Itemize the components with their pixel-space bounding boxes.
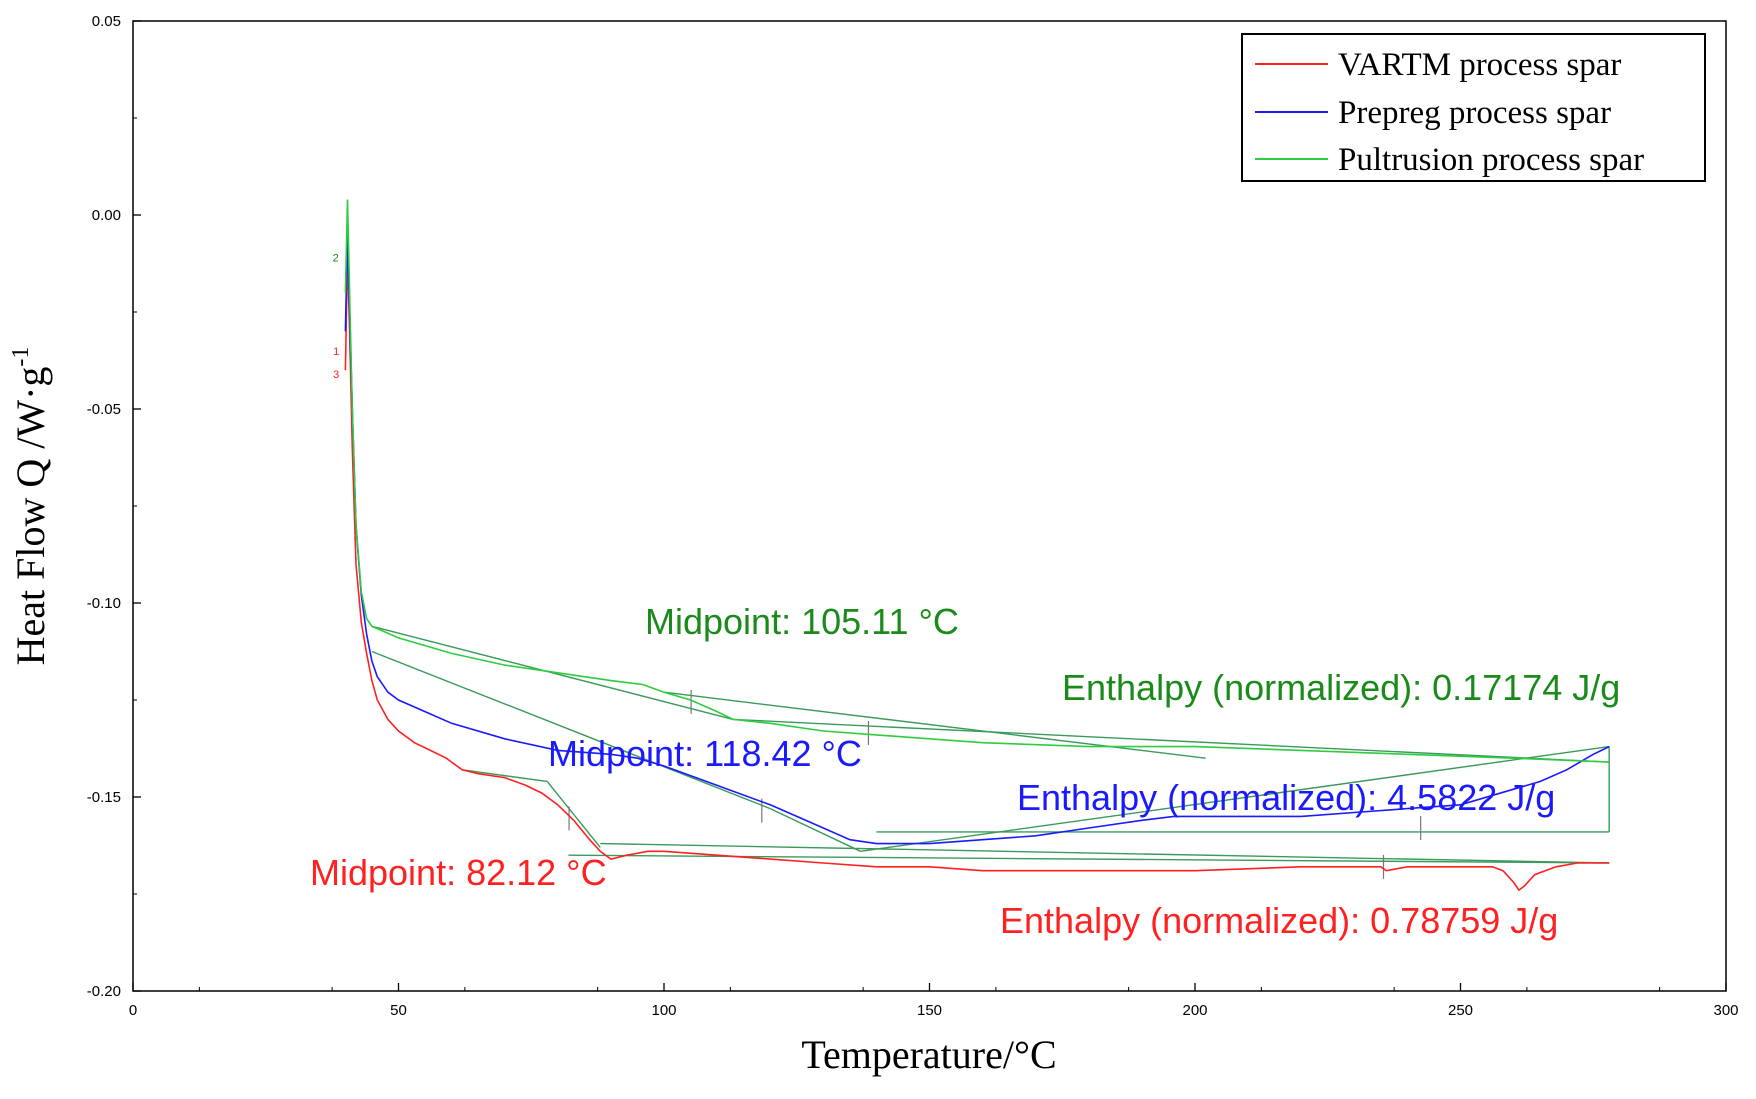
annotation-pultrusion-midpoint: Midpoint: 105.11 °C: [645, 601, 959, 642]
baseline-fit-line: [600, 842, 1610, 864]
curve-marker-label: 3: [333, 369, 339, 381]
y-tick-label: -0.15: [87, 789, 121, 806]
x-tick-label: 100: [651, 1002, 676, 1019]
y-axis: 0.05 0.00 -0.05 -0.10 -0.15 -0.20: [87, 13, 141, 1000]
series-line-prepreg: [344, 234, 1610, 845]
baseline-fit-line: [546, 781, 601, 848]
series-line-vartm: [344, 253, 1610, 892]
curve-marker-label: 2: [333, 253, 339, 265]
baseline-fit-lines: [371, 625, 1610, 879]
y-tick-label: 0.05: [92, 13, 121, 30]
baseline-fit-line: [769, 808, 861, 852]
curve-marker-label: 1: [333, 346, 339, 358]
annotation-labels: Midpoint: 105.11 °C Enthalpy (normalized…: [310, 601, 1620, 941]
x-tick-label: 300: [1713, 1002, 1738, 1019]
legend-box: [1241, 33, 1706, 182]
series-curves: [344, 199, 1610, 892]
y-axis-title: Heat Flow Q /W·g-1: [8, 347, 53, 666]
baseline-fit-line: [860, 745, 1610, 853]
annotation-prepreg-enthalpy: Enthalpy (normalized): 4.5822 J/g: [1017, 777, 1555, 818]
y-axis-title-main: Heat Flow Q /W·g: [8, 367, 53, 666]
y-tick-label: -0.05: [87, 401, 121, 418]
x-axis: 0 50 100 150 200 250 300: [129, 983, 1739, 1019]
curve-markers: 2 1 3: [333, 253, 340, 381]
x-axis-title: Temperature/°C: [801, 1032, 1056, 1077]
legend-label-prepreg: Prepreg process spar: [1338, 95, 1611, 131]
baseline-fit-line: [371, 650, 771, 810]
legend-label-pultrusion: Pultrusion process spar: [1338, 142, 1644, 178]
legend-label-vartm: VARTM process spar: [1338, 47, 1621, 83]
series-line-pultrusion: [344, 199, 1610, 763]
y-tick-label: 0.00: [92, 207, 121, 224]
baseline-fit-line: [371, 625, 734, 721]
y-tick-label: -0.10: [87, 595, 121, 612]
legend: VARTM process spar Prepreg process spar …: [1241, 33, 1706, 182]
annotation-prepreg-midpoint: Midpoint: 118.42 °C: [548, 733, 862, 774]
x-tick-label: 50: [390, 1002, 407, 1019]
y-axis-title-superscript: -1: [8, 347, 34, 367]
baseline-fit-line: [732, 718, 1610, 763]
x-tick-label: 200: [1182, 1002, 1207, 1019]
y-tick-label: -0.20: [87, 983, 121, 1000]
x-tick-label: 150: [917, 1002, 942, 1019]
x-tick-label: 0: [129, 1002, 137, 1019]
baseline-fit-line: [462, 769, 548, 783]
annotation-vartm-enthalpy: Enthalpy (normalized): 0.78759 J/g: [1000, 900, 1558, 941]
annotation-vartm-midpoint: Midpoint: 82.12 °C: [310, 852, 607, 893]
x-tick-label: 250: [1448, 1002, 1473, 1019]
annotation-pultrusion-enthalpy: Enthalpy (normalized): 0.17174 J/g: [1062, 667, 1620, 708]
